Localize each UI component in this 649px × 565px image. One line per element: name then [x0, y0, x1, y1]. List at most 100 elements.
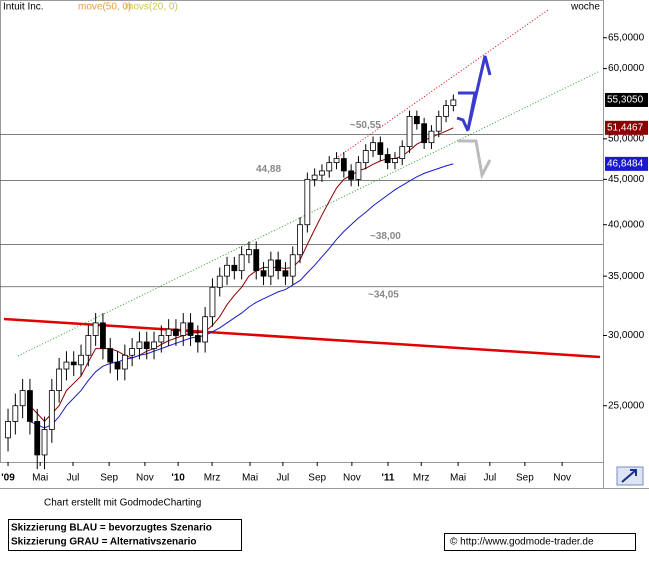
x-tick-label: Mai [450, 473, 466, 484]
candle-body [216, 275, 223, 288]
candle-body [392, 158, 398, 164]
candle-body [246, 249, 252, 256]
x-tick-label: Mrz [204, 473, 221, 484]
candle-body [340, 158, 347, 172]
candle-body [121, 354, 128, 370]
candle-body [384, 154, 391, 164]
logo-arrow [621, 469, 637, 483]
candle-body [435, 115, 442, 132]
candle-body [428, 130, 435, 144]
candle-body [114, 361, 121, 370]
price-tag [605, 92, 648, 107]
candle-body [333, 158, 340, 164]
level-label: ~34,05 [368, 289, 399, 300]
y-tick-label: 50,0000 [608, 133, 645, 144]
indicator-label: movs(20, 0) [125, 2, 178, 13]
level-label: ~50,55 [350, 120, 381, 131]
candle-body [12, 405, 19, 422]
candles [5, 94, 457, 470]
candle-body [173, 328, 179, 336]
candle-body [92, 322, 99, 336]
x-tick-label: Sep [308, 473, 326, 484]
candle-body [231, 264, 238, 272]
x-tick-label: Sep [516, 473, 534, 484]
candle-body [355, 162, 362, 180]
x-tick-label: '09 [1, 473, 15, 484]
y-tick-label: 65,0000 [608, 32, 645, 43]
candle-body [238, 254, 245, 272]
candle-body [282, 270, 289, 277]
candle-body [413, 115, 420, 125]
x-tick-label: Mai [32, 473, 48, 484]
candle-body [129, 348, 136, 356]
axes: 25,0000 30,0000 35,0000 40,0000 45,0000 50,00… [1, 32, 648, 484]
y-tick-label: 60,0000 [608, 63, 645, 74]
candle-body [41, 429, 48, 456]
candle-body [136, 341, 143, 349]
candle-body [348, 170, 355, 180]
y-tick-label: 35,0000 [608, 271, 645, 282]
candle-body [289, 254, 296, 277]
x-tick-label: Jul [67, 473, 80, 484]
legend-line: Skizzierung GRAU = Alternativszenario [11, 537, 197, 548]
price-tag [605, 120, 648, 135]
indicator-label: move(50, 0) [78, 2, 131, 13]
candle-body [443, 105, 449, 117]
chart-title: Intuit Inc. [3, 2, 44, 13]
trend-line-red-dotted [337, 9, 549, 158]
candle-body [165, 328, 172, 336]
candle-body [450, 99, 457, 107]
moving-average [29, 163, 454, 429]
url-box [444, 533, 636, 551]
candle-body [63, 361, 70, 370]
candle-body [158, 335, 165, 343]
price-tag [605, 156, 648, 171]
candle-body [151, 341, 157, 349]
legend-box [8, 519, 242, 551]
x-tick-label: '11 [382, 473, 395, 484]
candle-body [202, 316, 209, 343]
candle-body [70, 361, 77, 366]
candle-body [275, 259, 282, 272]
candle-body [224, 264, 230, 277]
legend-line: Skizzierung BLAU = bevorzugtes Szenario [11, 523, 212, 534]
candle-body [143, 341, 150, 349]
y-tick-label: 45,0000 [608, 174, 645, 185]
x-tick-label: Sep [100, 473, 118, 484]
candle-body [180, 322, 187, 336]
candle-body [297, 224, 303, 256]
candle-body [85, 335, 92, 356]
price-tag-label: 46,8484 [607, 159, 644, 170]
candle-body [362, 150, 369, 164]
x-tick-label: '10 [171, 473, 185, 484]
y-tick-label: 30,0000 [608, 330, 645, 341]
candle-body [319, 170, 325, 176]
candle-body [48, 390, 55, 430]
candle-body [27, 390, 33, 422]
scenario-gray [458, 139, 492, 180]
price-tag-label: 55,3050 [607, 95, 644, 106]
credit: Chart erstellt mit GodmodeCharting [44, 498, 201, 509]
x-tick-label: Nov [343, 473, 361, 484]
candle-body [19, 390, 26, 407]
y-tick-label: 40,0000 [608, 219, 645, 230]
x-tick-label: Mai [242, 473, 258, 484]
x-tick-label: Mrz [413, 473, 430, 484]
y-tick-label: 25,0000 [608, 400, 645, 411]
candle-body [421, 123, 428, 144]
candle-body [399, 146, 406, 159]
price-tag-label: 51,4467 [607, 122, 644, 133]
candle-body [253, 249, 260, 272]
x-tick-label: Nov [553, 473, 571, 484]
candle-body [34, 421, 41, 456]
candle-body [267, 259, 274, 277]
url: © http://www.godmode-trader.de [450, 537, 594, 548]
candle-body [194, 335, 201, 343]
x-tick-label: Jul [483, 473, 496, 484]
x-tick-label: Nov [136, 473, 154, 484]
candle-body [377, 142, 384, 155]
candle-body [406, 115, 413, 147]
candle-body [260, 270, 267, 277]
candle-body [304, 178, 311, 226]
